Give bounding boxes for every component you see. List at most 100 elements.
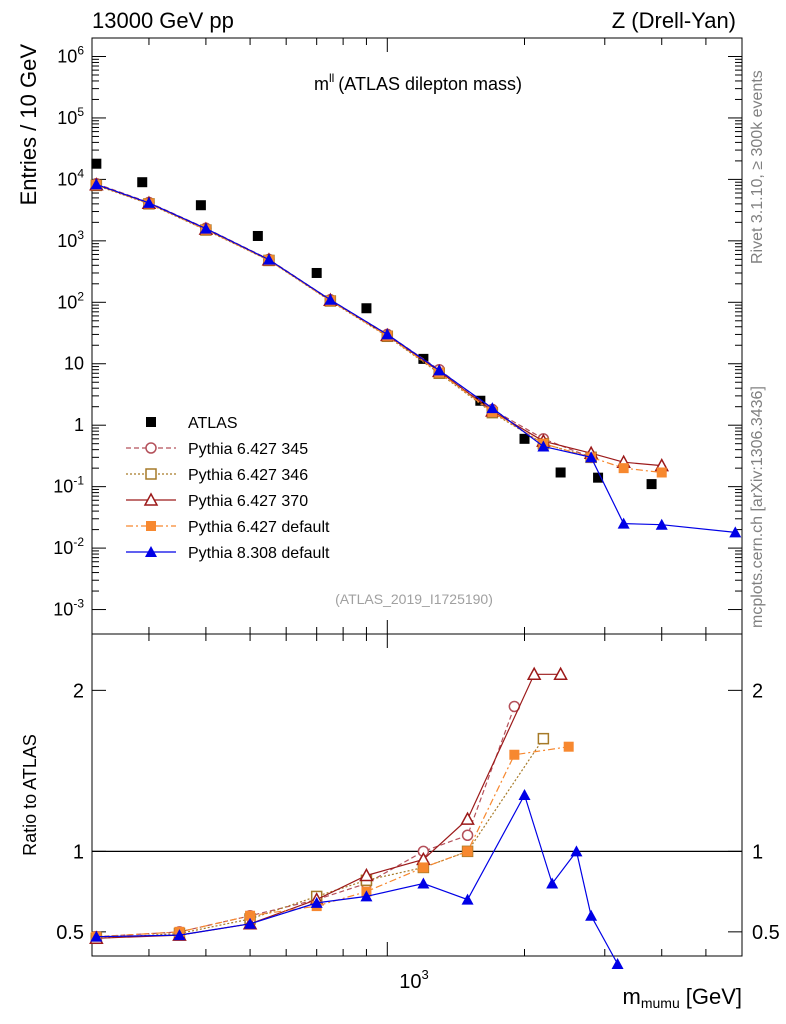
ratio-y-tick-label-left: 1 <box>73 841 84 863</box>
atlas-point <box>311 267 322 278</box>
pythia-6-427-370-ratio-point <box>553 666 568 680</box>
pythia-6-427-370-ratio-point <box>359 867 374 882</box>
pythia-6-427-345-line <box>96 183 592 458</box>
pythia-8-308-default-point <box>433 364 446 376</box>
legend-marker-pythia-6-427-370 <box>143 492 159 506</box>
legend-marker-pythia-6-427-345 <box>145 442 157 454</box>
legend-label-pythia-6-427-345: Pythia 6.427 345 <box>188 441 308 458</box>
legend-label-pythia-8-308-default: Pythia 8.308 default <box>188 545 330 562</box>
ratio-y-tick-label-right: 1 <box>752 841 763 863</box>
ratio-y-tick-label-left: 0.5 <box>56 922 84 944</box>
pythia-8-308-default-point <box>142 196 155 208</box>
pythia-8-308-default-ratio-point <box>417 877 430 889</box>
pythia-6-427-default-ratio-line <box>96 746 569 938</box>
pythia-6-427-default-ratio-point <box>245 910 256 921</box>
y-tick-label: 102 <box>57 289 84 312</box>
atlas-point <box>91 158 102 169</box>
legend-label-pythia-6-427-370: Pythia 6.427 370 <box>188 493 308 510</box>
y-tick-label: 10-1 <box>53 474 84 497</box>
pythia-6-427-default-point <box>656 467 667 478</box>
y-tick-label: 10-3 <box>53 597 84 620</box>
pythia-8-308-default-point <box>729 526 742 538</box>
pythia-8-308-default-point <box>90 178 103 190</box>
ratio-axes: 2 2 1 1 0.5 0.5 <box>56 634 780 956</box>
pythia-6-427-345-ratio-line <box>96 706 515 938</box>
legend-marker-pythia-6-427-default <box>146 521 156 531</box>
pythia-6-427-345-ratio-point <box>461 829 474 841</box>
y-tick-label: 10 <box>64 354 84 374</box>
y-tick-label: 104 <box>57 166 84 189</box>
pythia-8-308-default-ratio-point <box>90 930 103 942</box>
pythia-8-308-default-ratio-point <box>546 877 559 889</box>
pythia-6-427-370-ratio-point <box>460 811 475 825</box>
plot-title: mll (ATLAS dilepton mass) <box>314 71 522 94</box>
pythia-6-427-default-ratio-point <box>462 846 473 857</box>
pythia-6-427-346-line <box>96 184 592 458</box>
atlas-point <box>361 303 372 314</box>
pythia-6-427-346-ratio-point <box>537 732 550 745</box>
legend: ATLAS Pythia 6.427 345 Pythia 6.427 346 Pyt… <box>126 415 330 562</box>
pythia-6-427-370-line <box>96 184 662 467</box>
y-tick-label: 105 <box>57 105 84 128</box>
pythia-8-308-default-ratio-point <box>461 893 474 905</box>
pythia-8-308-default-point <box>585 451 598 463</box>
legend-label-atlas: ATLAS <box>188 415 238 432</box>
pythia-8-308-default-ratio-point <box>585 909 598 921</box>
process-label: Z (Drell-Yan) <box>612 8 736 33</box>
atlas-point <box>519 433 530 444</box>
pythia-8-308-default-point <box>262 253 275 265</box>
mcplots-label: mcplots.cern.ch [arXiv:1306.3436] <box>749 386 766 628</box>
main-y-axis-label: Entries / 10 GeV <box>16 44 41 206</box>
pythia-8-308-default-ratio-point <box>570 845 583 857</box>
ratio-y-tick-label-right: 0.5 <box>752 922 780 944</box>
pythia-6-427-default-line <box>96 184 662 474</box>
atlas-point <box>555 467 566 478</box>
pythia-8-308-default-point <box>199 222 212 234</box>
pythia-6-427-370-ratio-point <box>526 666 542 680</box>
x-tick-label-1000: 103 <box>399 967 428 993</box>
pythia-8-308-default-ratio-point <box>244 917 257 929</box>
rivet-version-label: Rivet 3.1.10, ≥ 300k events <box>749 70 766 264</box>
collision-label: 13000 GeV pp <box>92 8 234 33</box>
pythia-8-308-default-point <box>537 440 550 452</box>
ratio-plot-frame <box>91 633 743 957</box>
y-tick-label: 1 <box>74 415 84 435</box>
pythia-6-427-370-ratio-line <box>96 673 561 939</box>
atlas-point <box>252 230 263 241</box>
pythia-8-308-default-point <box>655 518 668 530</box>
pythia-6-427-default-ratio-point <box>563 741 574 752</box>
legend-marker-pythia-6-427-346 <box>145 468 157 480</box>
ratio-y-tick-label-left: 2 <box>73 680 84 702</box>
pythia-6-427-default-ratio-point <box>509 749 520 760</box>
atlas-point <box>137 177 148 188</box>
y-tick-label: 106 <box>57 43 84 66</box>
ratio-y-tick-label-right: 2 <box>752 680 763 702</box>
pythia-8-308-default-point <box>324 293 337 305</box>
y-tick-label: 10-2 <box>53 535 84 558</box>
legend-marker-atlas <box>146 417 156 427</box>
atlas-point <box>195 200 206 211</box>
pythia-8-308-default-point <box>486 402 499 414</box>
ratio-series-group <box>89 666 624 970</box>
pythia-8-308-default-ratio-point <box>611 958 624 970</box>
legend-label-pythia-6-427-346: Pythia 6.427 346 <box>188 467 308 484</box>
pythia-8-308-default-ratio-point <box>518 789 531 800</box>
pythia-8-308-default-ratio-point <box>310 896 323 908</box>
main-series-group <box>89 158 742 538</box>
pythia-6-427-default-ratio-point <box>418 862 429 873</box>
x-axis-label: mmumu [GeV] <box>623 984 742 1011</box>
atlas-point <box>646 479 657 490</box>
pythia-8-308-default-point <box>381 328 394 340</box>
analysis-id-label: (ATLAS_2019_I1725190) <box>335 591 493 607</box>
pythia-8-308-default-ratio-line <box>96 793 619 965</box>
legend-marker-pythia-8-308-default <box>145 546 157 557</box>
y-tick-label: 103 <box>57 228 84 251</box>
atlas-point <box>593 472 604 483</box>
pythia-8-308-default-ratio-point <box>360 890 373 902</box>
legend-label-pythia-6-427-default: Pythia 6.427 default <box>188 519 330 536</box>
ratio-y-axis-label: Ratio to ATLAS <box>20 734 40 856</box>
pythia-8-308-default-ratio-point <box>173 929 186 941</box>
pythia-8-308-default-point <box>617 517 630 529</box>
